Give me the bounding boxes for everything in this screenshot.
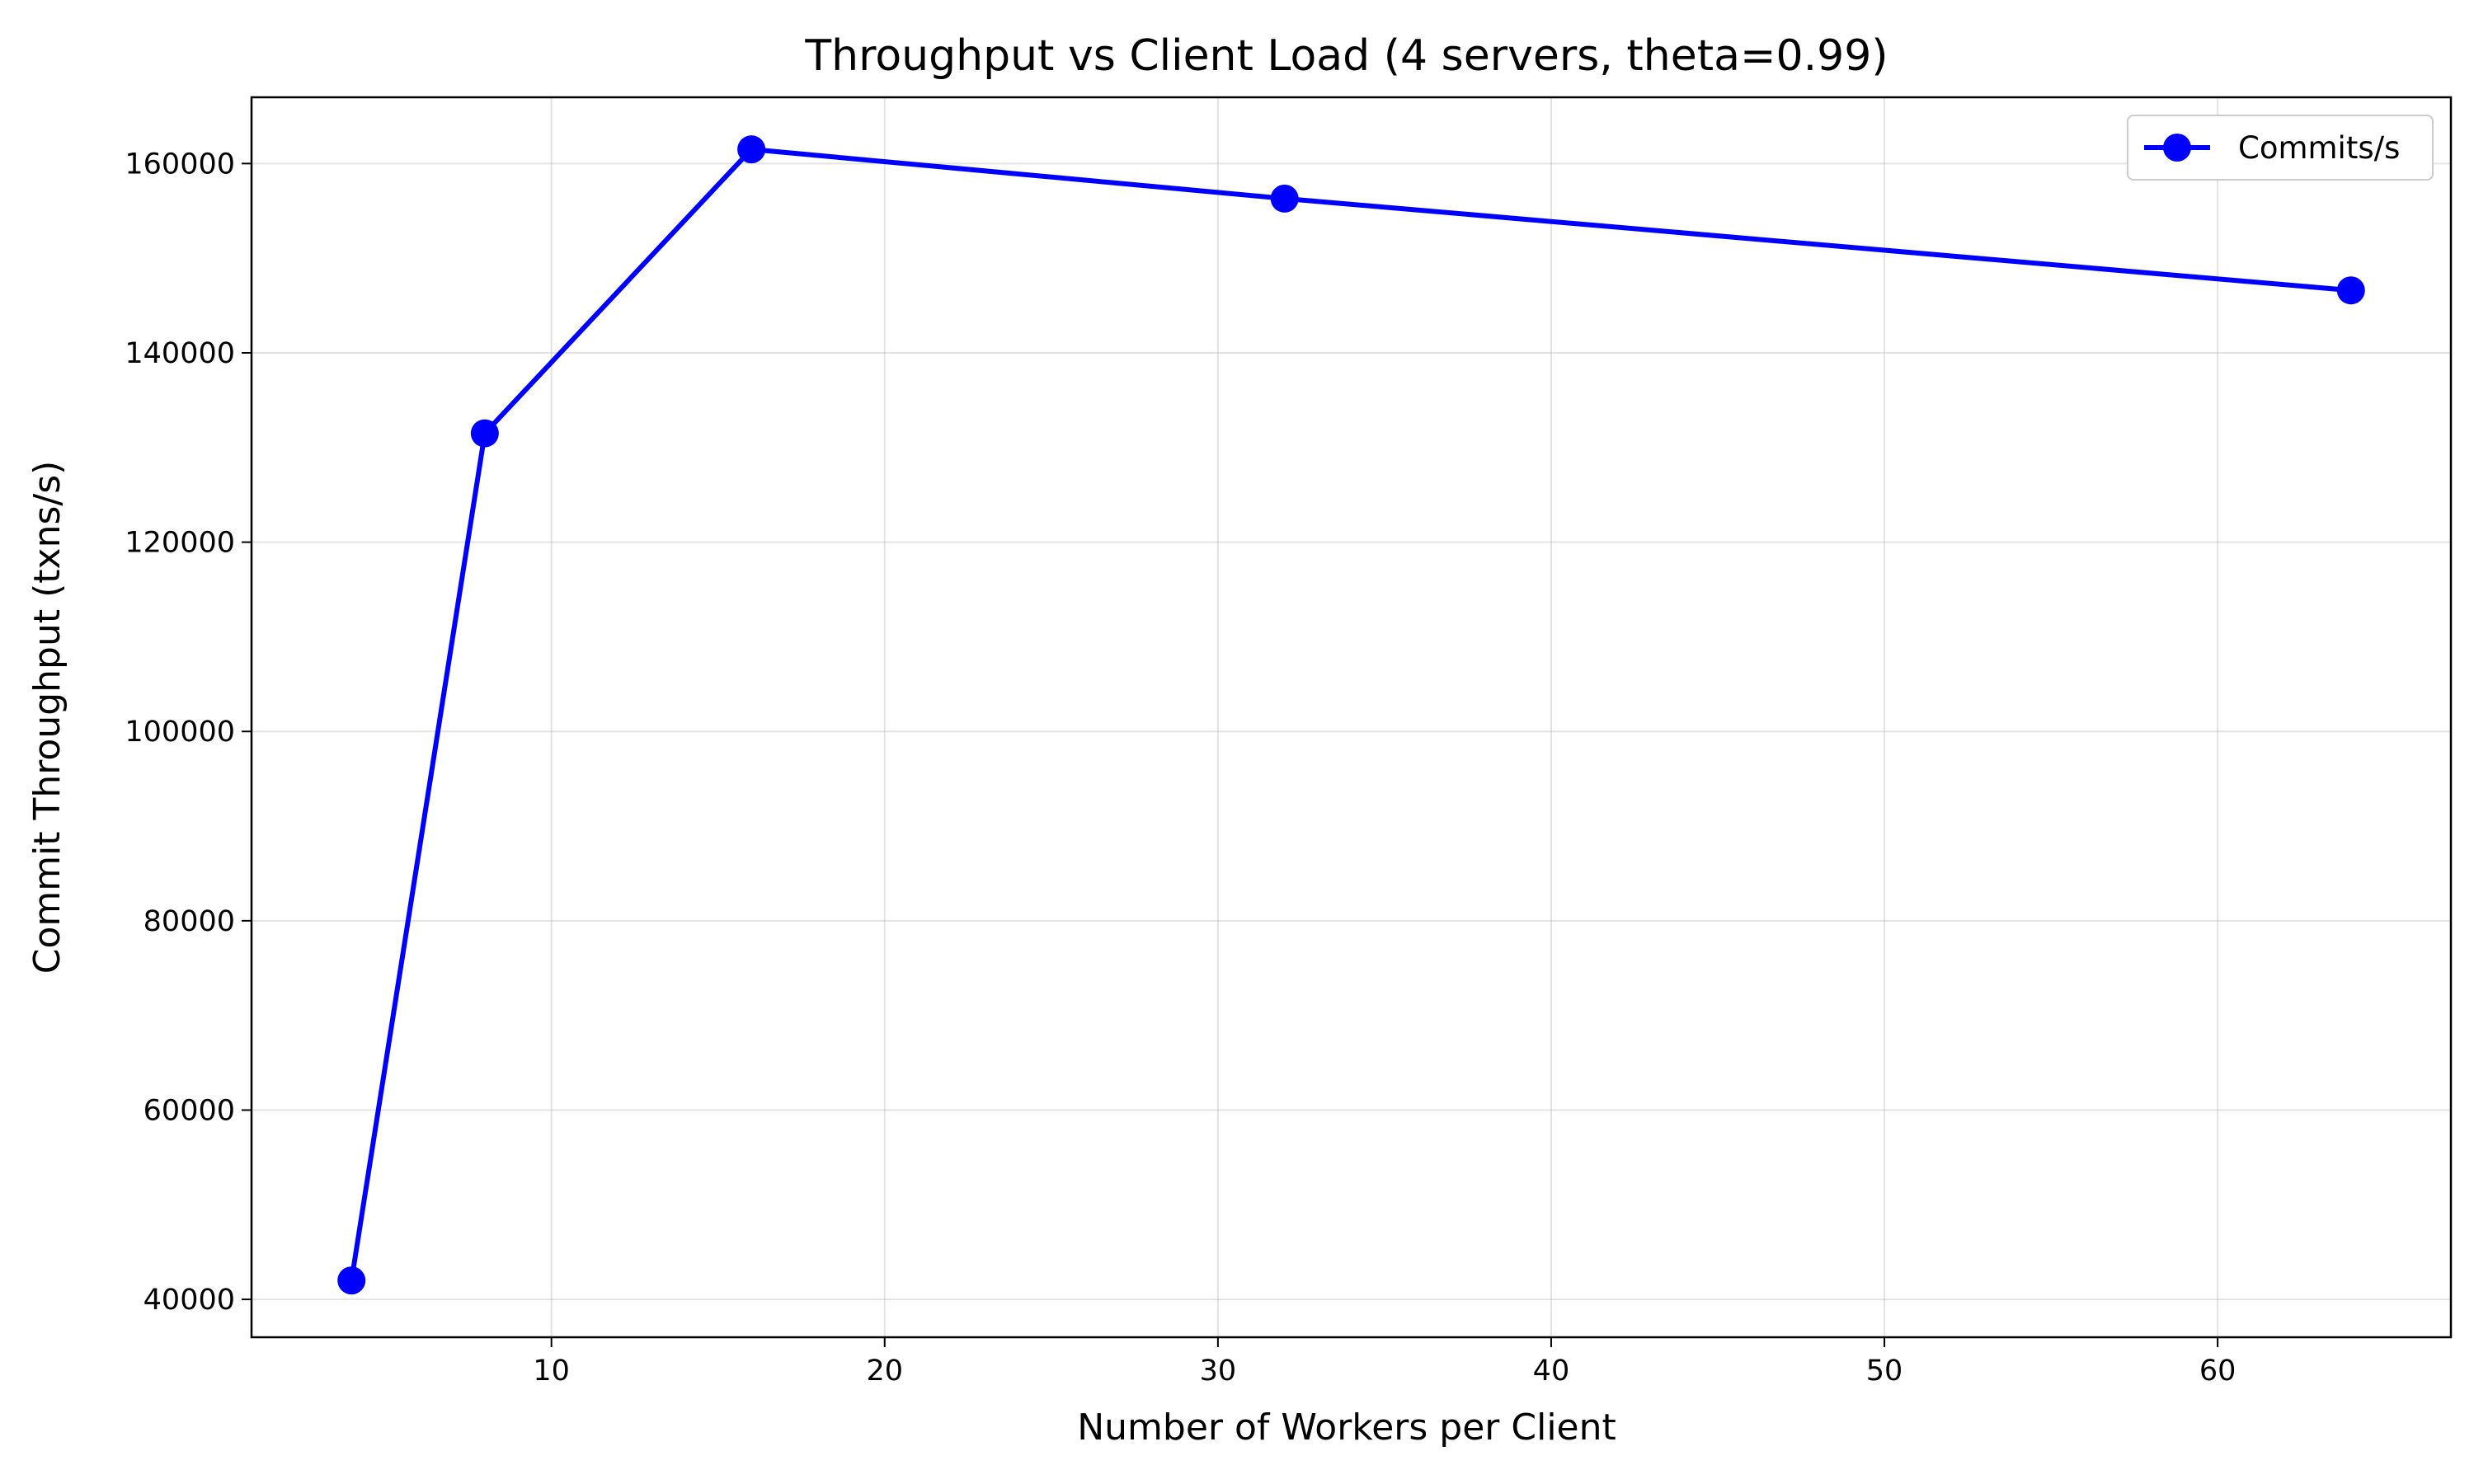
chart-title: Throughput vs Client Load (4 servers, th… xyxy=(804,31,1888,81)
x-axis-label: Number of Workers per Client xyxy=(1077,1407,1616,1449)
data-point xyxy=(337,1266,366,1295)
y-tick-label: 80000 xyxy=(143,905,235,938)
grid xyxy=(252,97,2451,1337)
y-axis-ticks: 40000 60000 80000 100000 120000 140000 160000 xyxy=(125,148,252,1317)
y-tick-label: 120000 xyxy=(125,527,235,560)
x-tick-label: 40 xyxy=(1533,1355,1570,1388)
data-point xyxy=(1270,184,1299,213)
x-tick-label: 60 xyxy=(2199,1355,2236,1388)
y-tick-label: 160000 xyxy=(125,148,235,181)
y-axis-label: Commit Throughput (txns/s) xyxy=(26,461,68,974)
x-tick-label: 50 xyxy=(1866,1355,1903,1388)
x-axis-ticks: 10 20 30 40 50 60 xyxy=(533,1337,2236,1388)
y-tick-label: 100000 xyxy=(125,716,235,749)
legend-box xyxy=(2127,115,2434,181)
y-tick-label: 60000 xyxy=(143,1094,235,1127)
data-point xyxy=(2336,276,2365,305)
series-layer xyxy=(337,135,2365,1295)
legend-label: Commits/s xyxy=(2238,130,2400,166)
y-tick-label: 140000 xyxy=(125,337,235,370)
plot-frame xyxy=(250,96,2453,1339)
x-tick-label: 20 xyxy=(866,1355,903,1388)
data-point xyxy=(470,419,499,448)
legend: Commits/s xyxy=(2127,115,2434,181)
x-tick-label: 30 xyxy=(1200,1355,1237,1388)
x-tick-label: 10 xyxy=(533,1355,570,1388)
data-point xyxy=(737,135,766,164)
legend-marker xyxy=(2163,134,2191,162)
y-tick-label: 40000 xyxy=(143,1284,235,1317)
